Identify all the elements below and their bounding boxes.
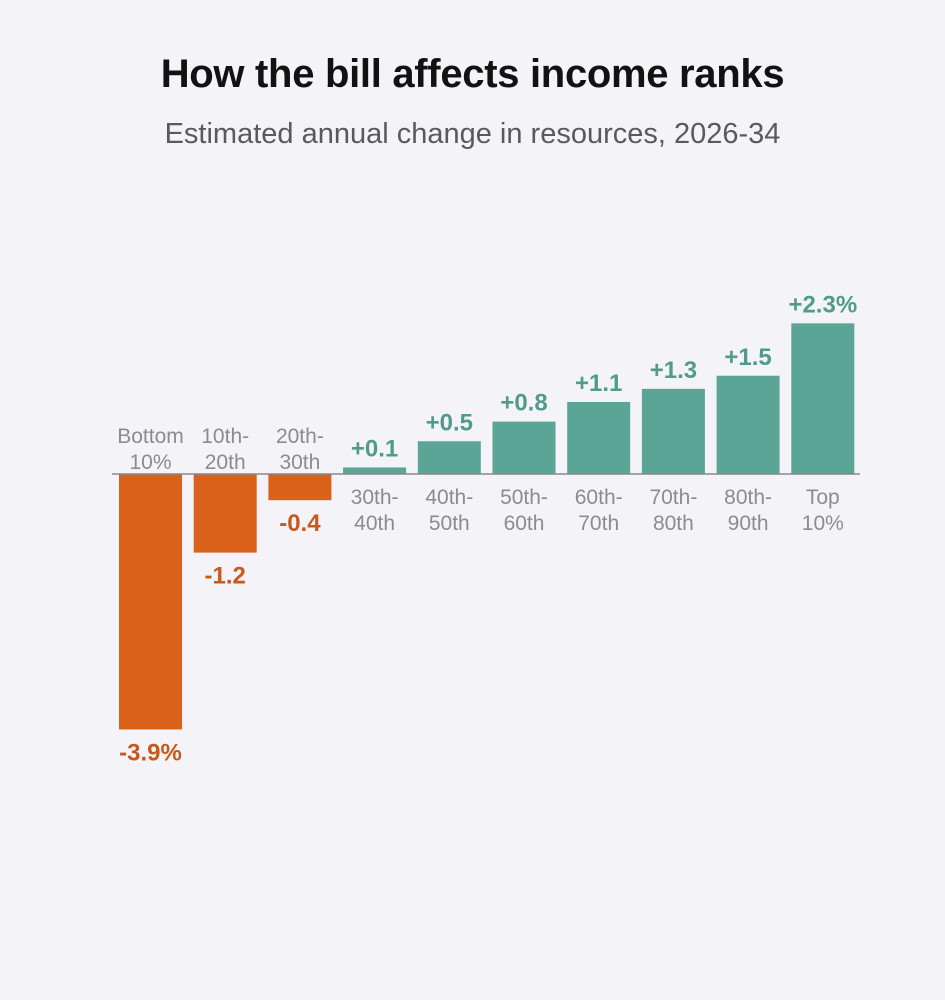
bar-3: [343, 467, 407, 474]
category-label-5-line-0: 50th-: [500, 486, 548, 509]
category-labels-group: Bottom 10% 10th- 20th 20th- 30th 30th- 40th 40th…: [117, 425, 844, 535]
category-label-7-line-1: 80th: [653, 512, 694, 535]
value-label-0: -3.9%: [119, 739, 182, 766]
value-label-7: +1.3: [650, 357, 697, 384]
category-label-0-line-0: Bottom: [117, 425, 184, 448]
value-label-1: -1.2: [205, 563, 246, 590]
bar-4: [417, 441, 481, 474]
value-label-6: +1.1: [575, 370, 622, 397]
category-label-0-line-1: 10%: [129, 451, 171, 474]
value-label-9: +2.3%: [788, 291, 857, 318]
category-label-3-line-1: 40th: [354, 512, 395, 535]
category-label-8-line-0: 80th-: [724, 486, 772, 509]
category-label-9-line-0: Top: [806, 486, 840, 509]
value-label-4: +0.5: [426, 409, 473, 436]
category-label-6-line-1: 70th: [578, 512, 619, 535]
category-label-7-line-0: 70th-: [649, 486, 697, 509]
bar-6: [567, 401, 631, 474]
bar-0: [119, 474, 182, 730]
bar-1: [193, 474, 257, 553]
bar-8: [716, 375, 780, 474]
category-label-2-line-0: 20th-: [276, 425, 324, 448]
value-label-8: +1.5: [724, 344, 771, 371]
value-label-3: +0.1: [351, 435, 398, 462]
bar-9: [791, 323, 855, 474]
category-label-1-line-1: 20th: [205, 451, 246, 474]
category-label-6-line-0: 60th-: [575, 486, 623, 509]
bars-group: [119, 323, 855, 730]
category-label-8-line-1: 90th: [728, 512, 769, 535]
chart-title: How the bill affects income ranks: [160, 52, 785, 96]
category-label-3-line-0: 30th-: [351, 486, 399, 509]
category-label-4-line-1: 50th: [429, 512, 470, 535]
bar-7: [641, 388, 705, 474]
value-labels-group: -3.9% -1.2 -0.4 +0.1 +0.5 +0.8 +1.1 +1.3 +1.5 +2.…: [119, 291, 857, 766]
value-label-2: -0.4: [279, 510, 321, 537]
value-label-5: +0.8: [500, 390, 547, 417]
bar-2: [268, 474, 332, 501]
chart-subtitle: Estimated annual change in resources, 20…: [164, 118, 781, 150]
category-label-2-line-1: 30th: [279, 451, 320, 474]
category-label-9-line-1: 10%: [802, 512, 844, 535]
category-label-1-line-0: 10th-: [201, 425, 249, 448]
bar-5: [492, 421, 556, 474]
category-label-5-line-1: 60th: [504, 512, 545, 535]
category-label-4-line-0: 40th-: [425, 486, 473, 509]
